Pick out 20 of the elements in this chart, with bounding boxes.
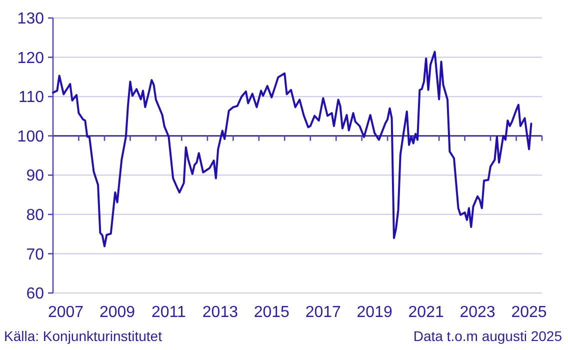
x-tick-label: 2007 bbox=[48, 304, 84, 321]
y-tick-label: 130 bbox=[17, 10, 44, 28]
y-tick-label: 60 bbox=[26, 286, 44, 303]
x-tick-label: 2017 bbox=[305, 304, 342, 321]
y-tick-label: 90 bbox=[26, 168, 44, 185]
x-tick-label: 2009 bbox=[99, 304, 136, 321]
x-tick-label: 2023 bbox=[460, 304, 496, 321]
x-tick-label: 2011 bbox=[151, 304, 186, 321]
text: Källa: Konjunkturinstitutet bbox=[4, 328, 162, 344]
y-tick-label: 70 bbox=[26, 246, 44, 264]
y-tick-label: 100 bbox=[17, 128, 44, 146]
x-tick-label: 2015 bbox=[254, 304, 290, 321]
y-tick-label: 110 bbox=[18, 89, 44, 106]
y-tick-label: 120 bbox=[17, 50, 44, 67]
x-tick-label: 2013 bbox=[202, 304, 238, 321]
x-tick-label: 2025 bbox=[511, 304, 547, 321]
x-tick-label: 2021 bbox=[408, 304, 444, 321]
text: Data t.o.m augusti 2025 bbox=[413, 328, 562, 344]
x-tick-label: 2019 bbox=[356, 304, 392, 321]
y-tick-label: 80 bbox=[26, 207, 44, 224]
